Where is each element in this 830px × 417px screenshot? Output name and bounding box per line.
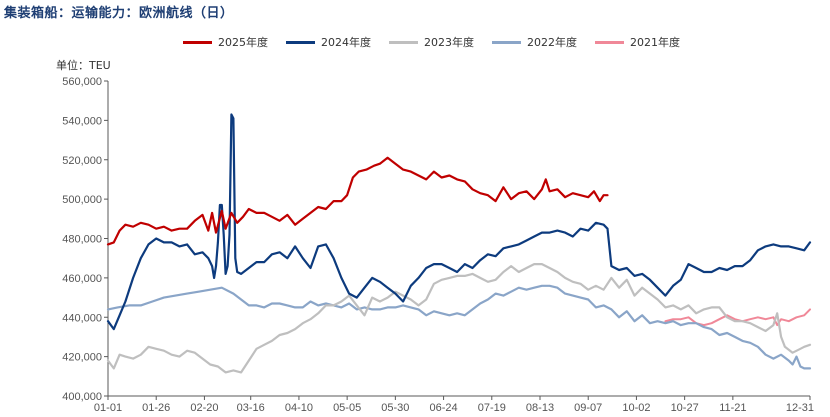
legend-label: 2024年度: [321, 36, 371, 49]
y-tick-label: 460,000: [62, 273, 102, 285]
x-tick-label: 01-26: [142, 402, 170, 414]
x-tick-label: 01-01: [94, 402, 122, 414]
y-tick-label: 540,000: [62, 115, 102, 127]
legend-item: 2023年度: [389, 34, 474, 50]
legend-swatch: [183, 40, 212, 44]
legend-swatch: [389, 40, 418, 44]
x-tick-label: 07-19: [478, 402, 506, 414]
legend-swatch: [286, 40, 315, 44]
x-tick-label: 08-13: [526, 402, 554, 414]
legend-label: 2023年度: [424, 36, 474, 49]
x-tick-label: 05-30: [381, 402, 409, 414]
x-tick-label: 10-02: [622, 402, 650, 414]
x-tick-label: 09-07: [574, 402, 602, 414]
legend-swatch: [595, 40, 624, 44]
legend-item: 2024年度: [286, 34, 371, 50]
series-line-2023年度: [106, 263, 812, 374]
x-tick-label: 03-16: [237, 402, 265, 414]
x-tick-label: 04-10: [285, 402, 313, 414]
y-tick-label: 500,000: [62, 194, 102, 206]
legend-item: 2021年度: [595, 34, 680, 50]
y-tick-label: 560,000: [62, 76, 102, 88]
legend-swatch: [492, 40, 521, 44]
chart-legend: 2025年度 2024年度 2023年度 2022年度 2021年度: [183, 34, 680, 50]
series-line-2025年度: [106, 156, 609, 246]
y-tick-label: 440,000: [62, 312, 102, 324]
x-tick-label: 12-31: [786, 402, 814, 414]
page-title: 集装箱船：运输能力：欧洲航线（日）: [4, 6, 234, 21]
series-line-2024年度: [106, 113, 812, 331]
series-line-2022年度: [106, 284, 812, 370]
legend-item: 2025年度: [183, 34, 268, 50]
legend-label: 2022年度: [527, 36, 577, 49]
legend-label: 2021年度: [630, 36, 680, 49]
x-tick-label: 02-20: [190, 402, 218, 414]
x-tick-label: 06-24: [430, 402, 458, 414]
y-tick-label: 520,000: [62, 155, 102, 167]
y-tick-label: 480,000: [62, 234, 102, 246]
x-tick-label: 10-27: [671, 402, 699, 414]
legend-label: 2025年度: [218, 36, 268, 49]
y-tick-label: 400,000: [62, 391, 102, 403]
y-axis-unit-label: 单位：TEU: [56, 59, 111, 72]
legend-item: 2022年度: [492, 34, 577, 50]
x-tick-label: 05-05: [333, 402, 361, 414]
y-tick-label: 420,000: [62, 352, 102, 364]
x-tick-label: 11-21: [719, 402, 746, 414]
